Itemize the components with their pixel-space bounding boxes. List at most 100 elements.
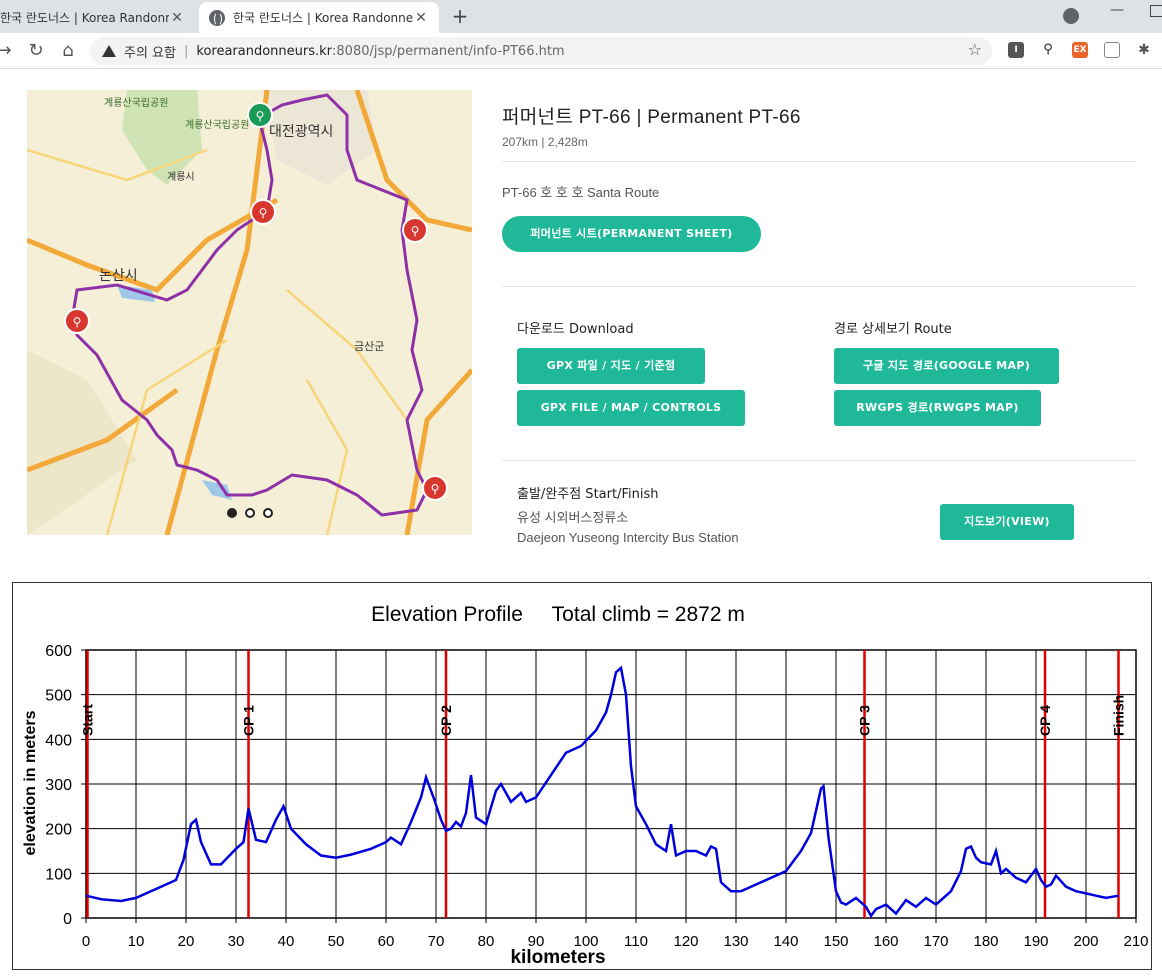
x-tick-label: 80 (478, 933, 495, 950)
checkpoint-marker-icon (422, 475, 448, 501)
chart-title: Elevation Profile Total climb = 2872 m (371, 603, 745, 626)
chart-grid (81, 649, 1137, 923)
x-tick-labels: 0 10 20 30 40 50 60 70 80 90 100 110 120 130 140 150 160… (82, 933, 1149, 950)
x-tick-label: 140 (773, 933, 798, 950)
new-tab-button[interactable]: + (451, 4, 469, 28)
minimize-icon[interactable]: — (1110, 2, 1124, 18)
puzzle-icon[interactable]: ✱ (1138, 42, 1150, 58)
x-tick-label: 210 (1123, 933, 1148, 950)
y-tick-label: 400 (45, 732, 72, 749)
y-tick-label: 500 (45, 688, 72, 705)
roads (27, 148, 409, 535)
maximize-icon[interactable] (1150, 5, 1162, 17)
x-tick-label: 90 (528, 933, 545, 950)
tab-active[interactable]: 한국 란도너스 | Korea Randonneurs ✕ (199, 2, 439, 33)
x-tick-label: 190 (1023, 933, 1048, 950)
x-tick-label: 70 (428, 933, 445, 950)
warning-icon (102, 45, 116, 57)
separator: | (183, 43, 189, 59)
y-tick-labels: 0 100 200 300 400 500 600 (45, 643, 72, 928)
forward-icon[interactable]: → (0, 40, 12, 61)
bookmark-star-icon[interactable]: ☆ (967, 40, 982, 59)
x-tick-label: 100 (573, 933, 598, 950)
control-marker-label: Finish (1111, 695, 1127, 736)
control-marker-label: Start (80, 704, 96, 736)
start-marker-icon (247, 102, 273, 128)
tab-strip: 한국 란도너스 | Korea Randonneurs ✕ 한국 란도너스 | … (0, 0, 1162, 33)
control-marker-label: CP 4 (1037, 705, 1053, 736)
bicycle-extension-icon[interactable]: ⚲ (1043, 42, 1053, 57)
extension-i-icon[interactable]: I (1008, 42, 1024, 58)
route-map[interactable]: ⚲ ⚲ ⚲ ⚲ ⚲ 계룡산국립공원 계룡산국립공원 대전광역시 계룡시 논산시 … (27, 90, 472, 535)
carousel-dot-active[interactable] (227, 508, 237, 518)
tab-title: 한국 란도너스 | Korea Randonneurs (233, 11, 413, 25)
reload-icon[interactable]: ↻ (28, 40, 44, 61)
x-tick-label: 30 (228, 933, 245, 950)
start-finish-heading: 출발/완주점 Start/Finish (517, 487, 659, 502)
route-heading: 경로 상세보기 Route (834, 322, 952, 337)
profile-icon[interactable] (1063, 8, 1079, 24)
x-axis-label: kilometers (510, 947, 605, 968)
divider (502, 161, 1136, 162)
x-tick-label: 10 (128, 933, 145, 950)
gpx-download-ko-button[interactable]: GPX 파일 / 지도 / 기준점 (517, 348, 705, 384)
y-tick-label: 100 (45, 866, 72, 883)
x-tick-label: 170 (923, 933, 948, 950)
route-stats: 207km | 2,428m (502, 135, 588, 149)
google-map-button[interactable]: 구글 지도 경로(GOOGLE MAP) (834, 348, 1059, 384)
start-place-ko: 유성 시외버스정류소 (517, 510, 629, 525)
rwgps-map-button[interactable]: RWGPS 경로(RWGPS MAP) (834, 390, 1041, 426)
elevation-line (85, 665, 1119, 919)
x-tick-label: 0 (82, 933, 90, 950)
security-warning: 주의 요함 (124, 45, 176, 61)
chart-svg: Elevation Profile Total climb = 2872 m S… (22, 603, 1149, 968)
close-icon[interactable]: ✕ (415, 9, 427, 26)
x-tick-label: 160 (873, 933, 898, 950)
control-marker-label: CP 1 (241, 705, 257, 736)
terrain-area (27, 350, 137, 535)
tab-inactive[interactable]: 한국 란도너스 | Korea Randonneurs ✕ (0, 2, 195, 33)
x-tick-label: 50 (328, 933, 345, 950)
checkpoint-marker-icon (64, 308, 90, 334)
close-icon[interactable]: ✕ (171, 9, 183, 26)
control-marker-label: CP 2 (438, 705, 454, 736)
gpx-download-en-button[interactable]: GPX FILE / MAP / CONTROLS (517, 390, 745, 426)
map-label: 금산군 (354, 340, 384, 353)
checkpoint-marker-icon (402, 217, 428, 243)
tab-title: 한국 란도너스 | Korea Randonneurs (0, 11, 169, 25)
city-area (262, 90, 377, 185)
divider (502, 286, 1136, 287)
browser-toolbar: → ↻ ⌂ 주의 요함 | korearandonneurs.kr :8080/… (0, 33, 1162, 69)
address-bar[interactable]: 주의 요함 | korearandonneurs.kr :8080/jsp/pe… (90, 37, 992, 65)
y-tick-label: 300 (45, 777, 72, 794)
park-area (122, 90, 202, 185)
carousel-dot[interactable] (245, 508, 255, 518)
download-heading: 다운로드 Download (517, 322, 634, 337)
map-label: 계룡산국립공원 (104, 96, 168, 109)
route-markers: ⚲ ⚲ ⚲ ⚲ ⚲ (64, 102, 448, 501)
start-place-en: Daejeon Yuseong Intercity Bus Station (517, 530, 739, 545)
map-label: 대전광역시 (269, 124, 333, 140)
checkpoint-marker-icon (250, 199, 276, 225)
permanent-sheet-button[interactable]: 퍼머넌트 시트(PERMANENT SHEET) (502, 216, 761, 252)
map-labels: 계룡산국립공원 계룡산국립공원 대전광역시 계룡시 논산시 금산군 (99, 96, 384, 353)
view-map-button[interactable]: 지도보기(VIEW) (940, 504, 1074, 540)
x-tick-label: 60 (378, 933, 395, 950)
x-tick-label: 20 (178, 933, 195, 950)
x-tick-label: 150 (823, 933, 848, 950)
y-axis-label: elevation in meters (22, 710, 39, 855)
chart-markers: Start CP 1 CP 2 CP 3 CP 4 Finish (80, 650, 1127, 918)
carousel-dots (227, 508, 273, 518)
x-tick-label: 180 (973, 933, 998, 950)
url-host: korearandonneurs.kr (196, 43, 333, 59)
svg-text:⚲: ⚲ (259, 206, 268, 220)
x-tick-label: 120 (673, 933, 698, 950)
map-label: 계룡산국립공원 (185, 118, 249, 131)
carousel-dot[interactable] (263, 508, 273, 518)
cast-icon[interactable] (1104, 42, 1120, 58)
home-icon[interactable]: ⌂ (62, 40, 74, 61)
x-tick-label: 200 (1073, 933, 1098, 950)
extension-ex-icon[interactable]: EX (1072, 42, 1088, 58)
route-line (70, 93, 429, 517)
x-tick-label: 130 (723, 933, 748, 950)
